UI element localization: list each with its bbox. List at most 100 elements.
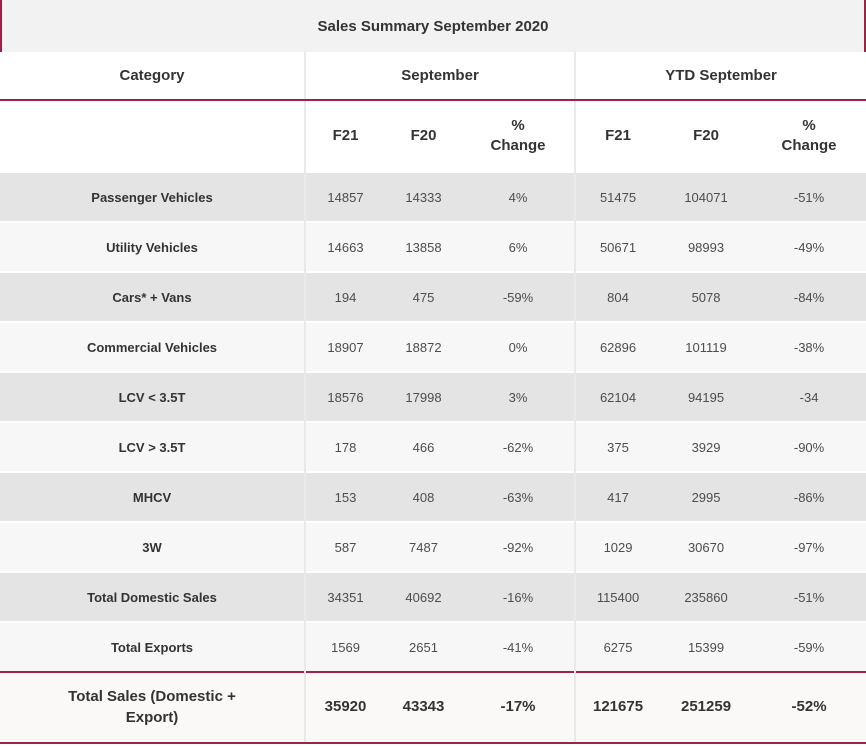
table-row: Utility Vehicles 14663 13858 6% 50671 98… (0, 221, 866, 272)
value-cell: -63% (462, 471, 576, 522)
value-cell: 115400 (574, 571, 661, 622)
column-header-ytd-f21: F21 (574, 100, 661, 172)
value-cell: 14663 (304, 221, 385, 272)
value-cell: 587 (304, 521, 385, 572)
page-title: Sales Summary September 2020 (317, 17, 549, 35)
value-cell: 466 (385, 421, 462, 472)
column-header-sep-f21: F21 (304, 100, 385, 172)
table-row: LCV > 3.5T 178 466 -62% 375 3929 -90% (0, 421, 866, 472)
value-cell: 50671 (574, 221, 661, 272)
column-header-ytd-change: % Change (752, 100, 866, 172)
table-title-bar: Sales Summary September 2020 (0, 0, 866, 52)
value-cell: -97% (752, 521, 866, 572)
value-cell: 34351 (304, 571, 385, 622)
value-cell: 98993 (660, 221, 753, 272)
value-cell: -51% (752, 571, 866, 622)
value-cell: -34 (752, 371, 866, 422)
group-header-september: September (303, 52, 576, 101)
value-cell: 18872 (385, 321, 462, 372)
table-header-row: Category September YTD September (0, 52, 866, 101)
category-cell: Commercial Vehicles (0, 321, 305, 372)
table-row: MHCV 153 408 -63% 417 2995 -86% (0, 471, 866, 522)
value-cell: 2651 (385, 621, 462, 672)
value-cell: -90% (752, 421, 866, 472)
value-cell: 17998 (385, 371, 462, 422)
value-cell: 18576 (304, 371, 385, 422)
category-cell: LCV < 3.5T (0, 371, 305, 422)
total-row: Total Sales (Domestic + Export) 35920 43… (0, 671, 866, 744)
column-header-label: % Change (490, 116, 546, 154)
total-value-cell: -17% (462, 671, 576, 744)
table-row: LCV < 3.5T 18576 17998 3% 62104 94195 -3… (0, 371, 866, 422)
category-cell: LCV > 3.5T (0, 421, 305, 472)
value-cell: -84% (752, 271, 866, 322)
value-cell: -38% (752, 321, 866, 372)
category-cell: 3W (0, 521, 305, 572)
value-cell: 13858 (385, 221, 462, 272)
value-cell: 14333 (385, 171, 462, 222)
value-cell: 62104 (574, 371, 661, 422)
value-cell: 375 (574, 421, 661, 472)
value-cell: 178 (304, 421, 385, 472)
table-row: Total Exports 1569 2651 -41% 6275 15399 … (0, 621, 866, 672)
table-subheader-row: F21 F20 % Change F21 F20 % Change (0, 100, 866, 172)
category-cell: Cars* + Vans (0, 271, 305, 322)
total-value-cell: 43343 (385, 671, 462, 744)
column-header-label: % Change (781, 116, 837, 154)
value-cell: 7487 (385, 521, 462, 572)
value-cell: 18907 (304, 321, 385, 372)
value-cell: 235860 (660, 571, 753, 622)
value-cell: 804 (574, 271, 661, 322)
value-cell: 40692 (385, 571, 462, 622)
category-cell: Total Exports (0, 621, 305, 672)
value-cell: 1569 (304, 621, 385, 672)
total-value-cell: -52% (752, 671, 866, 744)
value-cell: 51475 (574, 171, 661, 222)
value-cell: 104071 (660, 171, 753, 222)
value-cell: 3% (462, 371, 576, 422)
category-cell: Total Domestic Sales (0, 571, 305, 622)
category-cell: Passenger Vehicles (0, 171, 305, 222)
category-cell: Utility Vehicles (0, 221, 305, 272)
total-value-cell: 35920 (304, 671, 385, 744)
value-cell: -16% (462, 571, 576, 622)
value-cell: 1029 (574, 521, 661, 572)
value-cell: -41% (462, 621, 576, 672)
column-header-ytd-f20: F20 (660, 100, 753, 172)
value-cell: 6275 (574, 621, 661, 672)
value-cell: -92% (462, 521, 576, 572)
value-cell: 408 (385, 471, 462, 522)
value-cell: -59% (752, 621, 866, 672)
value-cell: 62896 (574, 321, 661, 372)
value-cell: 153 (304, 471, 385, 522)
sales-summary-table: Category September YTD September F21 F20… (0, 52, 866, 744)
value-cell: 3929 (660, 421, 753, 472)
value-cell: 6% (462, 221, 576, 272)
value-cell: 30670 (660, 521, 753, 572)
table-row: Passenger Vehicles 14857 14333 4% 51475 … (0, 171, 866, 222)
value-cell: -49% (752, 221, 866, 272)
table-row: Cars* + Vans 194 475 -59% 804 5078 -84% (0, 271, 866, 322)
value-cell: 14857 (304, 171, 385, 222)
value-cell: -86% (752, 471, 866, 522)
value-cell: 475 (385, 271, 462, 322)
total-value-cell: 121675 (574, 671, 661, 744)
total-value-cell: 251259 (660, 671, 753, 744)
category-cell: MHCV (0, 471, 305, 522)
value-cell: 194 (304, 271, 385, 322)
value-cell: 101119 (660, 321, 753, 372)
empty-header-cell (0, 100, 305, 172)
category-column-header: Category (0, 52, 305, 101)
column-header-sep-change: % Change (462, 100, 576, 172)
group-header-ytd-september: YTD September (574, 52, 866, 101)
table-row: 3W 587 7487 -92% 1029 30670 -97% (0, 521, 866, 572)
table-row: Total Domestic Sales 34351 40692 -16% 11… (0, 571, 866, 622)
value-cell: 5078 (660, 271, 753, 322)
value-cell: 0% (462, 321, 576, 372)
value-cell: -59% (462, 271, 576, 322)
value-cell: 4% (462, 171, 576, 222)
value-cell: 2995 (660, 471, 753, 522)
value-cell: 417 (574, 471, 661, 522)
value-cell: 94195 (660, 371, 753, 422)
